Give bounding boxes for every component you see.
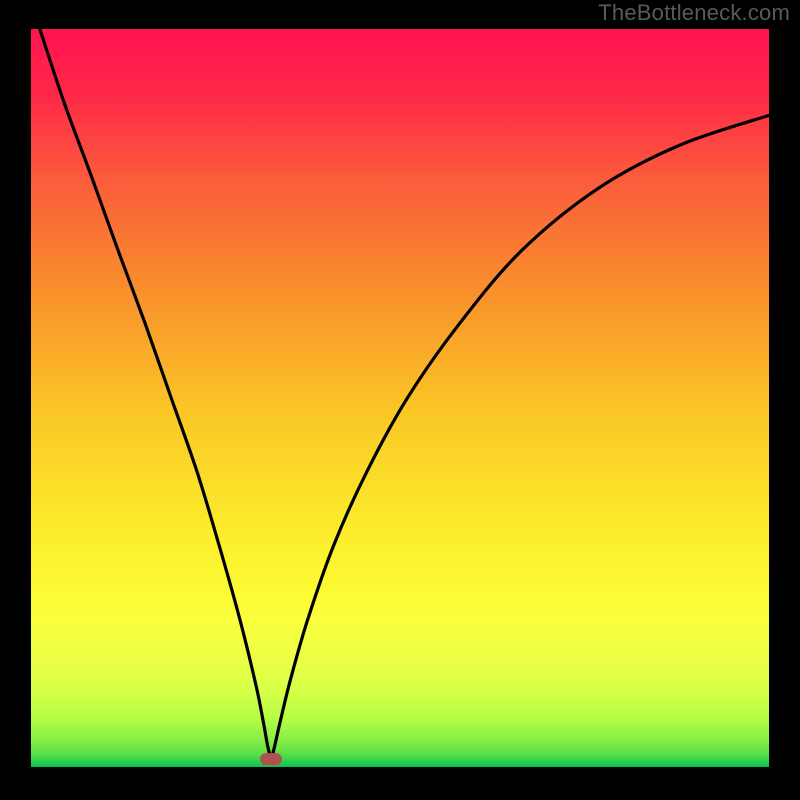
- plot-area: [31, 29, 769, 767]
- curve-svg: [31, 29, 769, 767]
- watermark-text: TheBottleneck.com: [598, 0, 790, 26]
- bottleneck-curve: [40, 29, 769, 759]
- optimal-point-marker: [260, 753, 282, 765]
- chart-frame: TheBottleneck.com: [0, 0, 800, 800]
